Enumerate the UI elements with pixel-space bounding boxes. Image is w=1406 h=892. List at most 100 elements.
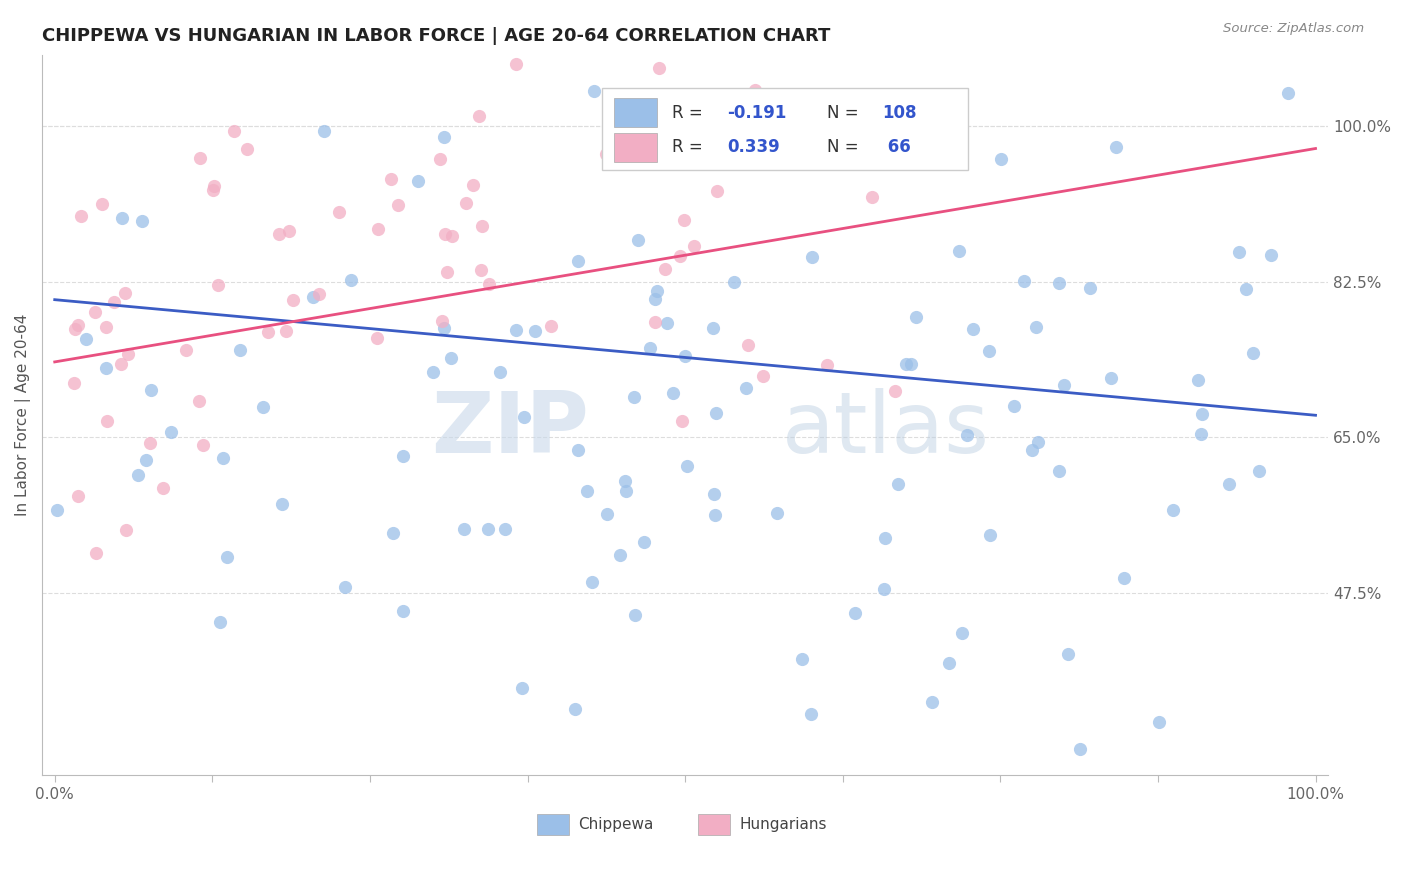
Point xyxy=(468,109,491,123)
Point xyxy=(436,265,458,279)
Point xyxy=(956,428,979,442)
Point xyxy=(477,522,499,536)
Text: R =: R = xyxy=(672,138,709,156)
Point xyxy=(1099,371,1122,385)
Point xyxy=(921,695,943,709)
Point xyxy=(1227,244,1250,259)
Point xyxy=(668,249,690,263)
Point xyxy=(673,349,696,363)
Point xyxy=(62,376,84,391)
Point xyxy=(671,414,693,428)
Point xyxy=(595,147,617,161)
Point xyxy=(478,277,501,292)
Point xyxy=(235,143,257,157)
Point xyxy=(488,365,510,379)
Point xyxy=(1021,443,1043,458)
Point xyxy=(302,290,325,304)
Bar xyxy=(537,814,569,835)
Point xyxy=(872,582,894,596)
Point xyxy=(654,261,676,276)
Text: Hungarians: Hungarians xyxy=(740,817,827,832)
Text: N =: N = xyxy=(827,104,863,122)
Point xyxy=(277,223,299,237)
Point xyxy=(66,490,89,504)
Point xyxy=(505,323,527,337)
Point xyxy=(135,453,157,467)
Point xyxy=(188,151,211,165)
Point xyxy=(860,190,883,204)
Point xyxy=(45,503,67,517)
Point xyxy=(340,273,363,287)
Point xyxy=(139,383,162,397)
Point xyxy=(644,292,666,306)
Point xyxy=(644,315,666,329)
Point xyxy=(1002,400,1025,414)
Text: atlas: atlas xyxy=(782,388,990,471)
Point xyxy=(333,581,356,595)
Bar xyxy=(614,133,657,161)
Point xyxy=(1078,281,1101,295)
Point xyxy=(174,343,197,358)
Point xyxy=(94,319,117,334)
Point xyxy=(1114,571,1136,585)
Point xyxy=(596,507,619,521)
Point xyxy=(702,321,724,335)
Point xyxy=(430,314,453,328)
Point xyxy=(433,227,456,242)
Point xyxy=(1260,248,1282,262)
Point xyxy=(267,227,290,242)
Point xyxy=(257,326,280,340)
Point xyxy=(735,381,758,395)
Point xyxy=(103,295,125,310)
Point xyxy=(429,152,451,166)
Point xyxy=(471,219,494,233)
Point xyxy=(439,351,461,366)
Point xyxy=(815,358,838,372)
Point xyxy=(894,358,917,372)
Bar xyxy=(614,98,657,128)
Point xyxy=(990,152,1012,166)
Point xyxy=(229,343,252,357)
Point xyxy=(613,474,636,488)
Point xyxy=(382,525,405,540)
Point xyxy=(627,233,650,247)
Bar xyxy=(697,814,730,835)
Text: CHIPPEWA VS HUNGARIAN IN LABOR FORCE | AGE 20-64 CORRELATION CHART: CHIPPEWA VS HUNGARIAN IN LABOR FORCE | A… xyxy=(42,27,831,45)
Point xyxy=(387,198,409,212)
Point xyxy=(271,497,294,511)
Point xyxy=(752,369,775,384)
Point xyxy=(706,185,728,199)
Point xyxy=(623,390,645,404)
Point xyxy=(564,702,586,716)
Text: ZIP: ZIP xyxy=(430,388,589,471)
Point xyxy=(904,310,927,324)
Text: 66: 66 xyxy=(882,138,911,156)
Point xyxy=(1163,503,1185,517)
Point xyxy=(392,604,415,618)
Point xyxy=(962,322,984,336)
Point xyxy=(744,83,766,97)
Point xyxy=(308,286,330,301)
Point xyxy=(440,229,463,244)
Point xyxy=(114,286,136,301)
Point xyxy=(84,546,107,560)
Point xyxy=(638,341,661,355)
Point xyxy=(567,443,589,458)
Point xyxy=(703,487,725,501)
Text: R =: R = xyxy=(672,104,709,122)
Point xyxy=(312,124,335,138)
Point xyxy=(581,574,603,589)
Point xyxy=(66,318,89,332)
Point xyxy=(510,681,533,696)
Point xyxy=(682,239,704,253)
Point xyxy=(283,293,305,308)
Point xyxy=(75,332,97,346)
Text: 0.339: 0.339 xyxy=(727,138,780,156)
Point xyxy=(222,124,245,138)
Point xyxy=(979,344,1001,359)
Point xyxy=(1057,647,1080,661)
Text: N =: N = xyxy=(827,138,863,156)
Point xyxy=(723,275,745,289)
Point xyxy=(524,324,547,338)
Point xyxy=(1047,276,1070,290)
